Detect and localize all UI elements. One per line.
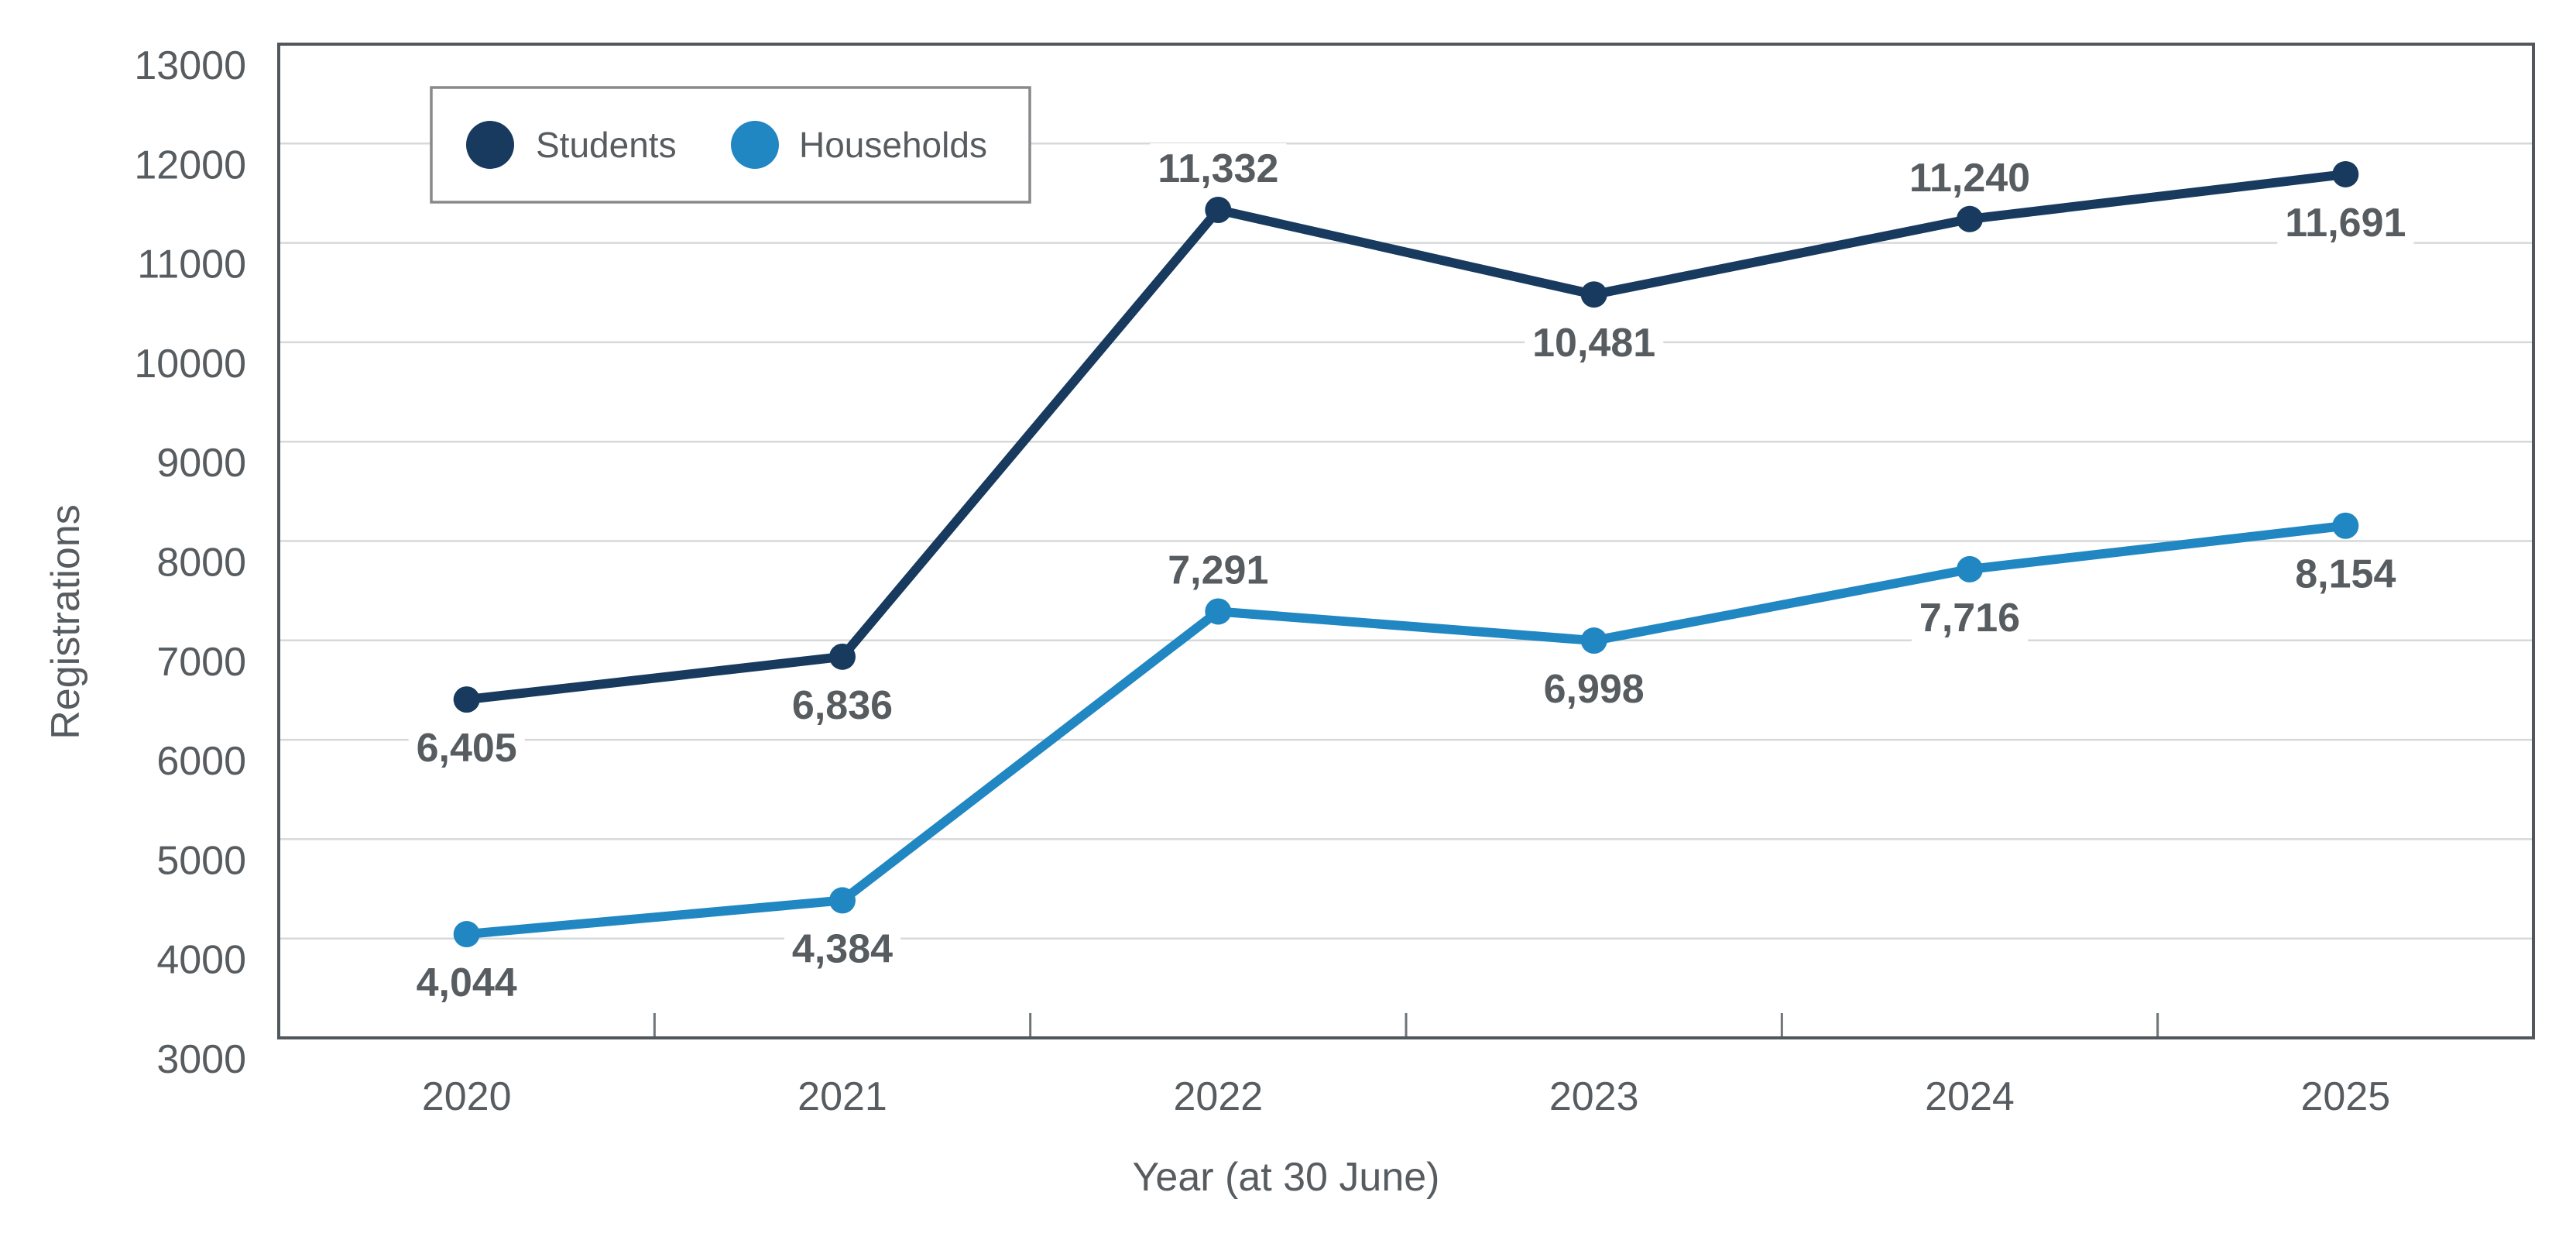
marker-households xyxy=(2332,512,2359,539)
data-label-background xyxy=(408,723,525,775)
data-label-households: 7,291 xyxy=(1168,548,1268,593)
data-label-students: 11,240 xyxy=(1909,156,2030,201)
y-tick-label: 11000 xyxy=(137,242,246,287)
y-tick-label: 5000 xyxy=(156,838,246,883)
y-tick-labels-layer: 3000 4000 5000 6000 7000 8000 9000 10000 11000 12… xyxy=(134,43,246,1082)
y-tick-label: 12000 xyxy=(134,143,246,187)
data-label-background xyxy=(408,957,525,1009)
y-tick-label: 3000 xyxy=(156,1037,246,1082)
marker-students xyxy=(2332,160,2359,187)
data-labels-layer: 6,405 6,836 11,332 10,481 11,240 11,691 4,044 4… xyxy=(408,143,2414,1009)
x-tick-labels-layer: 2020 2021 2022 2023 2024 2025 xyxy=(422,1074,2390,1119)
marker-households xyxy=(1205,598,1232,625)
marker-students xyxy=(453,686,480,713)
data-label-households: 4,044 xyxy=(417,960,517,1005)
data-label-background xyxy=(1911,592,2029,644)
y-axis-title: Registrations xyxy=(43,504,88,739)
y-tick-label: 4000 xyxy=(156,938,246,983)
data-label-households: 7,716 xyxy=(1919,596,2020,641)
x-tick-label: 2023 xyxy=(1549,1074,1639,1119)
data-label-background xyxy=(1901,152,2039,204)
y-tick-label: 13000 xyxy=(134,43,246,88)
y-tick-label: 10000 xyxy=(134,342,246,387)
data-label-students: 11,691 xyxy=(2285,201,2406,246)
marker-students xyxy=(1957,205,1983,232)
data-label-background xyxy=(1535,664,1652,716)
data-label-households: 6,998 xyxy=(1544,667,1645,712)
data-label-background xyxy=(784,679,901,731)
data-label-households: 4,384 xyxy=(792,926,893,971)
x-tick-label: 2021 xyxy=(797,1074,887,1119)
legend-marker-households-icon xyxy=(731,121,779,169)
marker-students xyxy=(829,643,856,670)
x-tick-label: 2024 xyxy=(1925,1074,2015,1119)
legend-label-households: Households xyxy=(799,125,987,165)
data-label-background xyxy=(2277,197,2414,249)
legend: Students Households xyxy=(430,86,1031,204)
marker-households xyxy=(1957,555,1983,582)
series-layer xyxy=(453,160,2359,948)
y-tick-label: 8000 xyxy=(156,541,246,586)
line-students xyxy=(461,169,2351,705)
marker-households xyxy=(829,887,856,914)
data-label-background xyxy=(1525,318,1664,369)
legend-marker-students-icon xyxy=(466,121,514,169)
x-tick-label: 2022 xyxy=(1173,1074,1263,1119)
data-label-students: 6,405 xyxy=(417,726,517,771)
legend-box xyxy=(430,86,1031,204)
legend-label-students: Students xyxy=(536,125,677,165)
x-axis-title: Year (at 30 June) xyxy=(1132,1155,1439,1200)
marker-households xyxy=(453,921,480,948)
data-label-students: 11,332 xyxy=(1158,146,1278,191)
axis-ticks-layer xyxy=(653,1013,2159,1038)
data-label-background xyxy=(1160,545,1277,596)
x-tick-label: 2025 xyxy=(2300,1074,2390,1119)
marker-students xyxy=(1580,281,1607,308)
data-label-households: 8,154 xyxy=(2295,552,2396,597)
data-label-background xyxy=(784,923,901,975)
data-label-students: 6,836 xyxy=(792,683,893,728)
data-label-background xyxy=(1150,143,1287,195)
y-tick-label: 6000 xyxy=(156,739,246,784)
data-label-students: 10,481 xyxy=(1532,321,1655,366)
plot-area-border xyxy=(277,43,2535,1039)
marker-households xyxy=(1580,627,1607,654)
data-label-background xyxy=(2287,548,2404,600)
y-tick-label: 9000 xyxy=(156,441,246,486)
line-households xyxy=(461,520,2351,940)
x-tick-label: 2020 xyxy=(422,1074,512,1119)
marker-students xyxy=(1205,197,1232,224)
y-tick-label: 7000 xyxy=(156,640,246,685)
plot-border-layer xyxy=(277,43,2535,1039)
